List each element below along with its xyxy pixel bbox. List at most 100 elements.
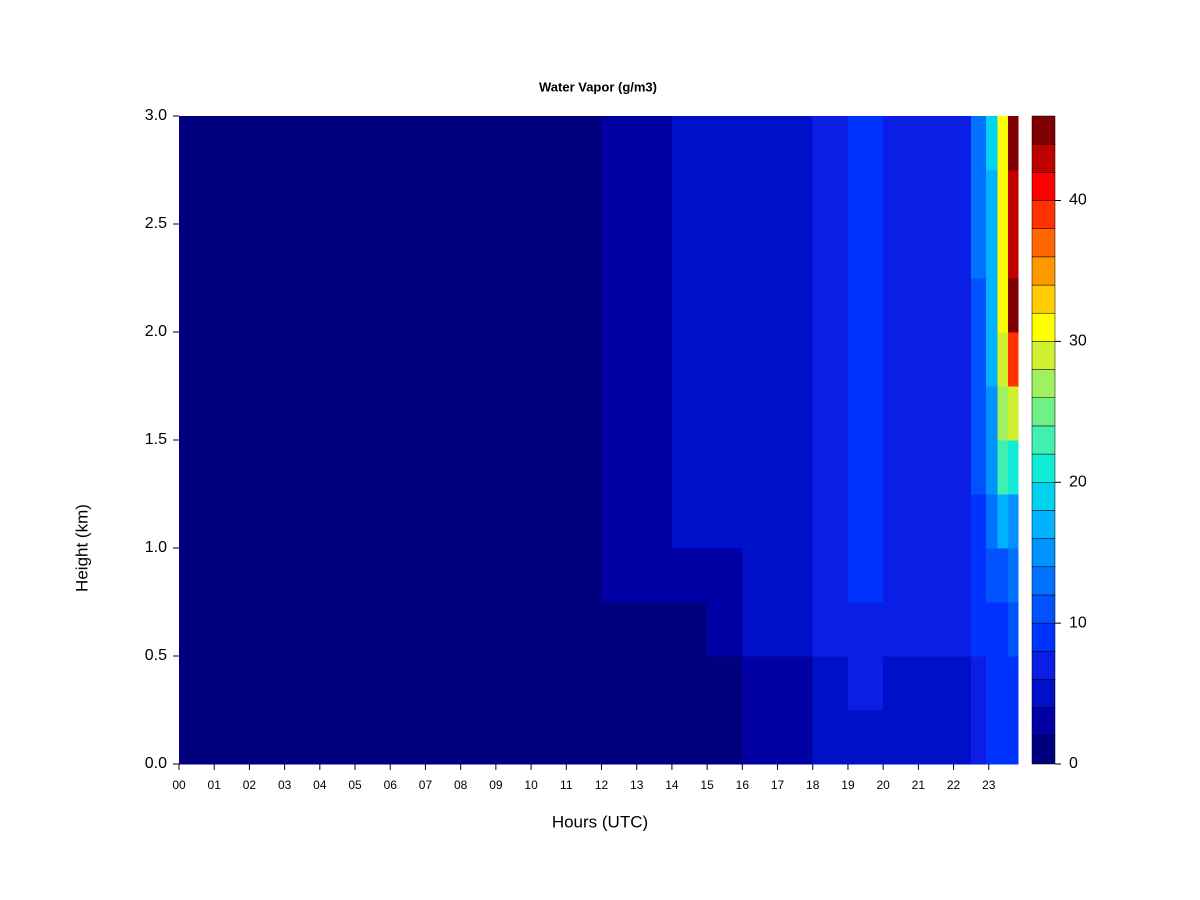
- heat-cell: [812, 602, 849, 657]
- heat-cell: [179, 548, 215, 603]
- colorbar-swatch: [1031, 482, 1056, 511]
- heat-cell: [355, 386, 391, 441]
- heat-cell: [949, 224, 972, 279]
- heat-cell: [707, 170, 743, 225]
- heat-cell: [355, 548, 391, 603]
- heat-cell: [812, 170, 849, 225]
- heat-cell: [566, 332, 603, 387]
- y-axis-label: Height (km): [72, 504, 91, 592]
- heat-cell: [949, 548, 972, 603]
- colorbar-swatch: [1031, 115, 1056, 145]
- heat-cell: [707, 494, 743, 549]
- heat-cell: [601, 548, 638, 603]
- heat-cell: [460, 386, 497, 441]
- y-tick-label: 0.0: [145, 755, 167, 772]
- colorbar-swatch: [1031, 735, 1056, 765]
- heat-cell: [742, 548, 779, 603]
- x-tick-label: 13: [630, 778, 644, 792]
- heat-cell: [883, 656, 919, 711]
- colorbar-swatch: [1031, 510, 1056, 539]
- heat-cell: [847, 278, 884, 333]
- heat-cell: [425, 116, 462, 171]
- heat-cell: [671, 710, 708, 765]
- heat-cell: [284, 332, 321, 387]
- heat-cell: [883, 494, 919, 549]
- heat-cell: [847, 332, 884, 387]
- x-tick-label: 17: [771, 778, 785, 792]
- heat-cell: [707, 332, 743, 387]
- heat-cell: [425, 548, 462, 603]
- heat-cell: [566, 116, 603, 171]
- heat-cell: [636, 656, 673, 711]
- heat-cell: [847, 440, 884, 495]
- heat-cell: [742, 494, 779, 549]
- x-tick-label: 23: [982, 778, 996, 792]
- heat-cell: [883, 440, 919, 495]
- heat-cell: [707, 116, 743, 171]
- heat-cell: [986, 278, 999, 333]
- heat-cell: [949, 494, 972, 549]
- heat-cell: [949, 170, 972, 225]
- heat-cell: [531, 710, 567, 765]
- heat-cell: [949, 116, 972, 171]
- heat-cell: [319, 332, 356, 387]
- x-tick-label: 14: [665, 778, 679, 792]
- colorbar-swatch: [1031, 622, 1056, 652]
- x-tick-label: 03: [278, 778, 292, 792]
- heat-cell: [531, 602, 567, 657]
- heat-cell: [425, 224, 462, 279]
- heat-cell: [671, 386, 708, 441]
- colorbar-swatch: [1031, 538, 1056, 568]
- heat-cell: [671, 332, 708, 387]
- heat-cell: [179, 332, 215, 387]
- heat-cell: [460, 710, 497, 765]
- heat-cell: [918, 440, 950, 495]
- heat-cell: [742, 278, 779, 333]
- heat-cell: [460, 170, 497, 225]
- heat-cell: [971, 710, 987, 765]
- heat-cell: [918, 656, 950, 711]
- heat-cell: [707, 548, 743, 603]
- heat-cell: [971, 656, 987, 711]
- heat-cell: [249, 494, 286, 549]
- heat-cell: [986, 116, 999, 171]
- x-tick-label: 19: [841, 778, 855, 792]
- heat-cell: [566, 278, 603, 333]
- y-tick-label: 0.5: [145, 647, 167, 664]
- heat-cell: [918, 278, 950, 333]
- heat-cell: [707, 386, 743, 441]
- heat-cell: [531, 332, 567, 387]
- heat-cell: [601, 116, 638, 171]
- heat-cell: [531, 386, 567, 441]
- heat-cell: [777, 332, 814, 387]
- heat-cell: [249, 440, 286, 495]
- heat-cell: [997, 494, 1009, 549]
- heat-cell: [986, 602, 999, 657]
- heat-cell: [284, 278, 321, 333]
- heat-cell: [671, 440, 708, 495]
- heat-cell: [986, 656, 999, 711]
- heat-cell: [986, 440, 999, 495]
- x-tick-label: 08: [454, 778, 468, 792]
- heat-cell: [355, 440, 391, 495]
- heat-cell: [918, 548, 950, 603]
- x-tick-label: 04: [313, 778, 327, 792]
- x-tick-label: 12: [595, 778, 609, 792]
- heat-cell: [883, 116, 919, 171]
- colorbar-swatch: [1031, 312, 1056, 342]
- heat-cell: [1008, 116, 1019, 171]
- heat-cell: [214, 494, 251, 549]
- heat-cell: [460, 332, 497, 387]
- heat-cell: [214, 224, 251, 279]
- heat-cell: [425, 710, 462, 765]
- x-tick-label: 18: [806, 778, 820, 792]
- heat-cell: [319, 386, 356, 441]
- heat-cell: [777, 710, 814, 765]
- heat-cell: [601, 170, 638, 225]
- heat-cell: [997, 602, 1009, 657]
- heat-cell: [742, 440, 779, 495]
- colorbar-swatch: [1031, 453, 1056, 483]
- heat-cell: [742, 656, 779, 711]
- heat-cell: [179, 278, 215, 333]
- heat-cell: [601, 602, 638, 657]
